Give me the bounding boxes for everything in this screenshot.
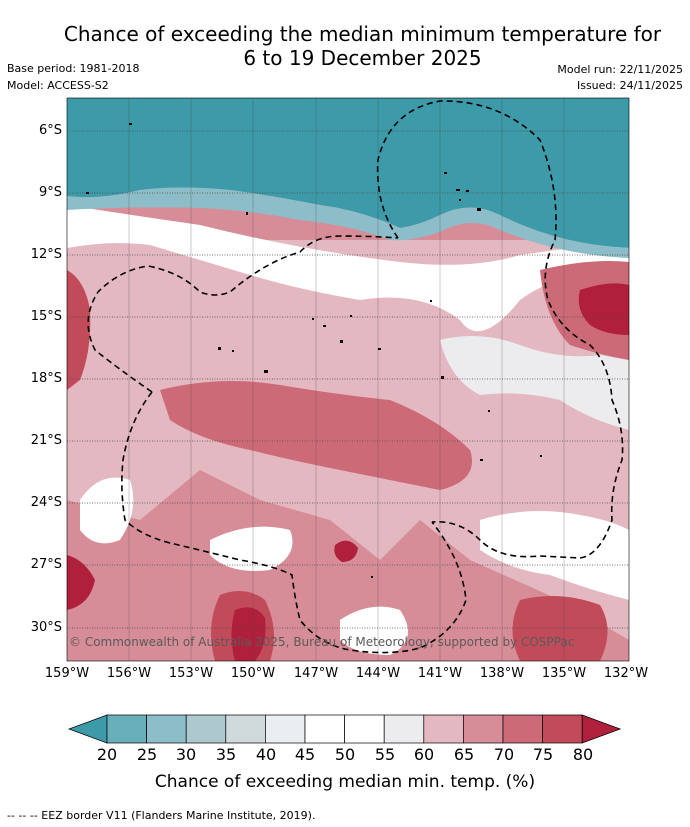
- colorbar-segment: [225, 714, 266, 744]
- region-white-patch-center: [210, 526, 293, 571]
- colorbar-segment: [344, 714, 385, 744]
- colorbar-arrow-low: [67, 714, 108, 744]
- lat-label-27s: 27°S: [30, 557, 62, 572]
- lat-label-30s: 30°S: [30, 620, 62, 635]
- colorbar-segments: [67, 714, 622, 744]
- colorbar-tick-60: 60: [413, 745, 435, 764]
- model-run: Model run: 22/11/2025: [557, 63, 683, 76]
- lon-label-156w: 156°W: [106, 666, 152, 681]
- colorbar-segment: [463, 714, 504, 744]
- lon-label-144w: 144°W: [355, 666, 401, 681]
- lon-label-159w: 159°W: [44, 666, 90, 681]
- colorbar-segment: [265, 714, 306, 744]
- colorbar-tick-40: 40: [255, 745, 277, 764]
- lat-label-24s: 24°S: [30, 495, 62, 510]
- region-white-patch-south: [480, 511, 629, 600]
- colorbar-arrow-high: [581, 714, 622, 744]
- colorbar-segment: [502, 714, 543, 744]
- region-white-patch-bottom: [340, 606, 408, 655]
- region-dark-spot: [334, 540, 358, 562]
- colorbar-segment: [542, 714, 583, 744]
- region-darkest-east: [578, 283, 629, 335]
- region-darkest-south: [231, 607, 266, 661]
- colorbar-segment: [304, 714, 345, 744]
- base-period: Base period: 1981-2018: [7, 62, 140, 75]
- lat-label-18s: 18°S: [30, 371, 62, 386]
- eez-border-south: [121, 391, 467, 654]
- colorbar-segment: [185, 714, 227, 744]
- colorbar-tick-50: 50: [334, 745, 356, 764]
- lon-label-147w: 147°W: [293, 666, 339, 681]
- lat-label-21s: 21°S: [30, 433, 62, 448]
- region-dark-west: [67, 270, 91, 390]
- region-white-band: [67, 205, 629, 332]
- lat-label-15s: 15°S: [30, 309, 62, 324]
- lon-label-135w: 135°W: [541, 666, 587, 681]
- colorbar-segment: [146, 714, 187, 744]
- colorbar-tick-20: 20: [96, 745, 118, 764]
- meridians: [128, 98, 565, 661]
- colorbar-tick-55: 55: [374, 745, 396, 764]
- region-white-patch-west: [80, 477, 134, 544]
- map-frame: [66, 97, 630, 662]
- colorbar-tick-45: 45: [294, 745, 316, 764]
- colorbar-tick-30: 30: [175, 745, 197, 764]
- colorbar-segment: [383, 714, 425, 744]
- map-title-line1: Chance of exceeding the median minimum t…: [63, 22, 662, 46]
- lon-label-138w: 138°W: [479, 666, 525, 681]
- lon-label-132w: 132°W: [603, 666, 649, 681]
- lat-label-12s: 12°S: [30, 247, 62, 262]
- eez-border-central: [87, 235, 399, 393]
- colorbar-tick-65: 65: [453, 745, 475, 764]
- islands: [86, 123, 542, 578]
- colorbar-tick-80: 80: [572, 745, 594, 764]
- region-white-patch-right: [440, 336, 629, 430]
- copyright-text: © Commonwealth of Australia 2025, Bureau…: [69, 635, 574, 649]
- colorbar-segment: [423, 714, 464, 744]
- eez-border-north: [376, 100, 624, 559]
- eez-legend: -- -- -- EEZ border V11 (Flanders Marine…: [7, 809, 316, 822]
- colorbar-segment: [106, 714, 147, 744]
- region-teal-top: [67, 98, 629, 248]
- region-teal-edge: [67, 187, 629, 258]
- colorbar-tick-75: 75: [532, 745, 554, 764]
- region-dark-southeast: [512, 596, 608, 661]
- map-title: Chance of exceeding the median minimum t…: [0, 22, 690, 70]
- colorbar-title: Chance of exceeding median min. temp. (%…: [154, 772, 536, 792]
- colorbar-tick-35: 35: [215, 745, 237, 764]
- region-darkest-sw: [67, 555, 95, 610]
- issued-date: Issued: 24/11/2025: [576, 79, 683, 92]
- map-field: [67, 98, 629, 661]
- colorbar-tick-70: 70: [493, 745, 515, 764]
- eez-borders: [87, 100, 624, 654]
- colorbar-tick-25: 25: [136, 745, 158, 764]
- lat-label-6s: 6°S: [38, 123, 62, 138]
- lon-label-150w: 150°W: [230, 666, 276, 681]
- lon-label-153w: 153°W: [168, 666, 214, 681]
- gridlines: [67, 130, 629, 629]
- lon-label-141w: 141°W: [417, 666, 463, 681]
- lat-label-9s: 9°S: [38, 185, 62, 200]
- map-title-line2: 6 to 19 December 2025: [243, 46, 482, 70]
- model-name: Model: ACCESS-S2: [7, 79, 109, 92]
